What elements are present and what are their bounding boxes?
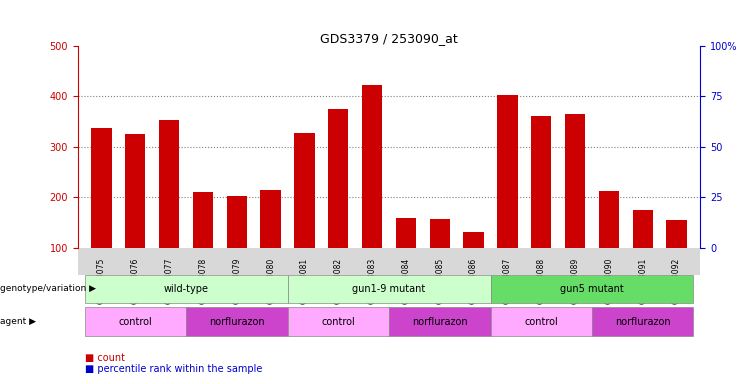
Text: norflurazon: norflurazon bbox=[615, 316, 671, 327]
Bar bbox=[227, 196, 247, 248]
Bar bbox=[125, 134, 145, 248]
Text: agent ▶: agent ▶ bbox=[0, 317, 36, 326]
Text: gun1-9 mutant: gun1-9 mutant bbox=[353, 284, 425, 294]
Bar bbox=[666, 220, 687, 248]
Bar bbox=[497, 95, 517, 248]
Text: gun5 mutant: gun5 mutant bbox=[560, 284, 624, 294]
Text: wild-type: wild-type bbox=[164, 284, 208, 294]
Bar bbox=[463, 232, 484, 248]
Bar bbox=[193, 192, 213, 248]
Bar bbox=[599, 191, 619, 248]
Bar bbox=[531, 116, 551, 248]
Bar bbox=[294, 133, 315, 248]
Bar bbox=[261, 190, 281, 248]
Text: genotype/variation ▶: genotype/variation ▶ bbox=[0, 285, 96, 293]
Bar bbox=[396, 218, 416, 248]
Bar bbox=[362, 85, 382, 248]
Bar bbox=[565, 114, 585, 248]
Text: norflurazon: norflurazon bbox=[412, 316, 468, 327]
Text: norflurazon: norflurazon bbox=[209, 316, 265, 327]
Bar bbox=[91, 128, 112, 248]
Bar bbox=[430, 220, 450, 248]
Bar bbox=[633, 210, 653, 248]
Text: ■ count: ■ count bbox=[85, 353, 125, 363]
Title: GDS3379 / 253090_at: GDS3379 / 253090_at bbox=[320, 32, 458, 45]
Text: ■ percentile rank within the sample: ■ percentile rank within the sample bbox=[85, 364, 262, 374]
Bar bbox=[328, 109, 348, 248]
Text: control: control bbox=[119, 316, 152, 327]
Text: control: control bbox=[525, 316, 558, 327]
Text: control: control bbox=[322, 316, 355, 327]
Bar bbox=[159, 120, 179, 248]
